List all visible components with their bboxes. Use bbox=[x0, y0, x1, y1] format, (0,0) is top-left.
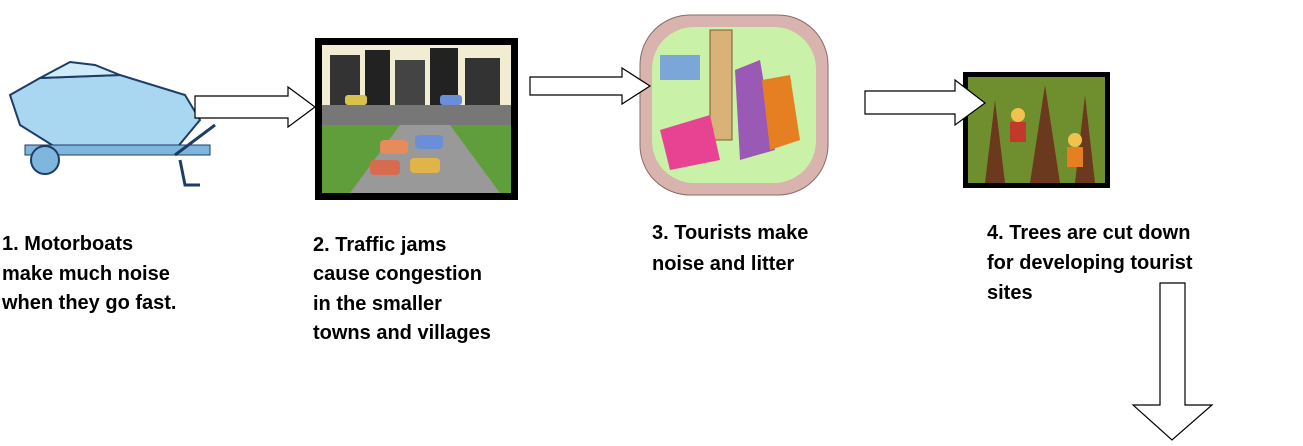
step-label: 3. Tourists make bbox=[652, 222, 808, 244]
step-label: sites bbox=[987, 282, 1033, 304]
step-label: when they go fast. bbox=[1, 292, 176, 314]
arrow-down bbox=[1133, 283, 1212, 440]
arrow-right bbox=[530, 68, 650, 104]
step-label: 4. Trees are cut down bbox=[987, 222, 1190, 244]
step-label: 2. Traffic jams bbox=[313, 234, 446, 256]
tourists-image bbox=[640, 15, 828, 195]
step-label: noise and litter bbox=[652, 253, 794, 275]
arrow-right bbox=[195, 87, 315, 127]
step-label: in the smaller bbox=[313, 293, 442, 315]
motorboat-image bbox=[10, 62, 215, 185]
step-label: towns and villages bbox=[313, 322, 491, 344]
step-label: for developing tourist bbox=[987, 252, 1193, 274]
trees-image bbox=[963, 72, 1110, 188]
step-label: cause congestion bbox=[313, 263, 482, 285]
traffic-image bbox=[315, 38, 518, 200]
diagram: 1. Motorboats make much noise when they … bbox=[0, 0, 1303, 446]
step-label: 1. Motorboats bbox=[2, 233, 133, 255]
step-label: make much noise bbox=[2, 263, 170, 285]
